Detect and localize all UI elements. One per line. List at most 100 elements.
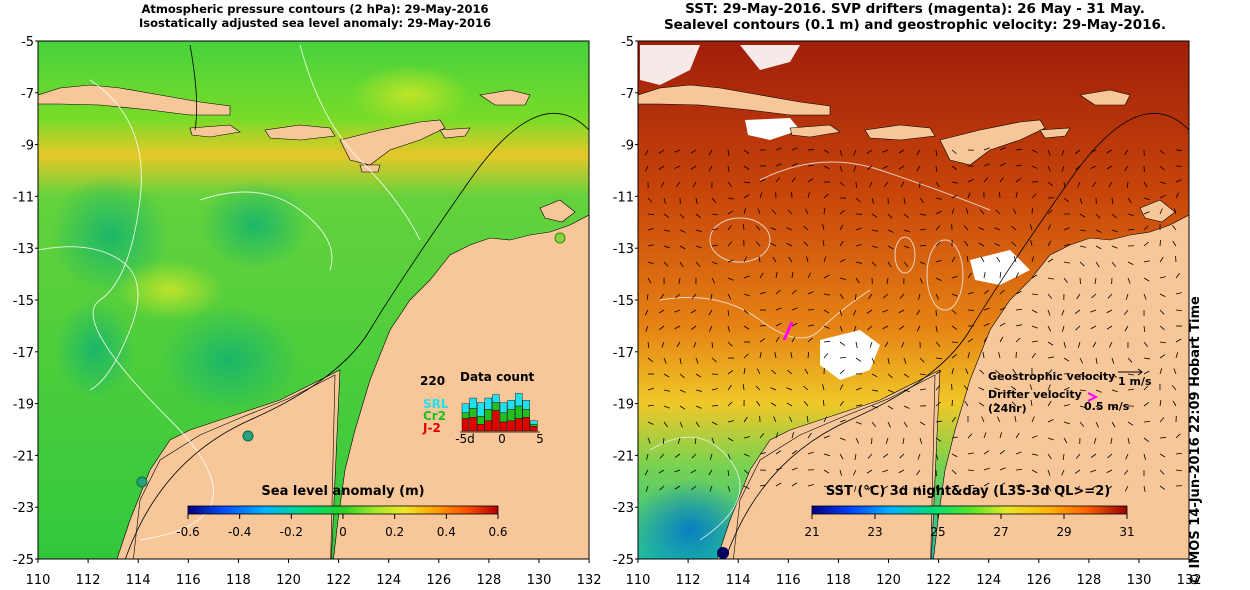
velocity-arrow bbox=[1077, 341, 1081, 348]
sst-colorbar-label: SST (°C) 3d night&day (L3S-3d QL>=2) bbox=[826, 484, 1110, 499]
velocity-arrow bbox=[1175, 433, 1181, 439]
velocity-arrow bbox=[1047, 149, 1051, 156]
velocity-arrow bbox=[919, 277, 923, 284]
data-count-bar-segment bbox=[469, 397, 477, 409]
velocity-arrow bbox=[775, 163, 782, 167]
velocity-arrow bbox=[882, 325, 889, 330]
velocity-arrow bbox=[1079, 373, 1086, 377]
velocity-arrow bbox=[963, 385, 969, 391]
data-count-bar-segment bbox=[477, 416, 485, 425]
velocity-arrow bbox=[1047, 240, 1052, 247]
velocity-arrow bbox=[823, 435, 830, 439]
velocity-arrow bbox=[775, 322, 782, 327]
pressure-contours bbox=[38, 44, 421, 541]
velocity-arrow bbox=[759, 352, 762, 359]
velocity-arrow bbox=[916, 469, 921, 476]
velocity-arrow bbox=[1015, 324, 1022, 327]
velocity-arrow bbox=[883, 181, 889, 187]
data-count-bar-segment bbox=[507, 400, 515, 410]
velocity-arrow bbox=[807, 432, 812, 439]
velocity-arrow bbox=[871, 261, 877, 267]
velocity-arrow bbox=[674, 453, 681, 458]
data-count-bar-segment bbox=[461, 418, 470, 432]
velocity-arrow bbox=[1047, 341, 1054, 346]
velocity-arrow bbox=[839, 181, 845, 187]
velocity-arrow bbox=[711, 213, 718, 216]
velocity-arrow bbox=[806, 256, 809, 263]
left-x-tick-label: 122 bbox=[326, 573, 351, 588]
data-count-bar-segment bbox=[515, 405, 523, 419]
velocity-arrow bbox=[978, 387, 985, 391]
velocity-arrow bbox=[1175, 338, 1182, 343]
velocity-arrow bbox=[1095, 229, 1102, 233]
velocity-arrow bbox=[791, 147, 798, 151]
sst-colorbar-tick-label: 27 bbox=[993, 525, 1008, 539]
data-count-bar-segment bbox=[522, 400, 530, 410]
velocity-arrow bbox=[775, 177, 781, 183]
sst-colorbar-tick-label: 23 bbox=[867, 525, 882, 539]
velocity-arrow bbox=[786, 402, 793, 407]
velocity-arrow bbox=[1159, 325, 1165, 331]
velocity-arrow bbox=[871, 405, 878, 409]
velocity-arrow bbox=[690, 469, 697, 474]
velocity-arrow bbox=[935, 385, 941, 391]
left-x-tick-label: 126 bbox=[426, 573, 451, 588]
velocity-arrow bbox=[1031, 352, 1036, 359]
velocity-arrow bbox=[1093, 437, 1097, 444]
velocity-arrow bbox=[679, 357, 682, 364]
velocity-arrow bbox=[882, 485, 889, 490]
sla-colorbar-tick-label: -0.2 bbox=[280, 525, 303, 539]
velocity-arrow bbox=[1095, 373, 1101, 379]
velocity-arrow bbox=[647, 437, 651, 444]
velocity-arrow bbox=[743, 368, 746, 375]
left-x-tick-label: 110 bbox=[26, 573, 51, 588]
velocity-arrow bbox=[711, 197, 717, 203]
velocity-arrow bbox=[1125, 293, 1129, 300]
data-count-bar-segment bbox=[492, 394, 500, 403]
velocity-arrow bbox=[1047, 277, 1054, 280]
velocity-arrow bbox=[727, 181, 733, 187]
data-count-bar-segment bbox=[492, 402, 500, 411]
velocity-arrow bbox=[1143, 241, 1149, 247]
velocity-arrow bbox=[1123, 469, 1129, 475]
velocity-arrow bbox=[775, 450, 782, 455]
velocity-arrow bbox=[742, 384, 745, 391]
velocity-arrow bbox=[647, 421, 654, 425]
velocity-arrow bbox=[1095, 357, 1098, 364]
velocity-arrow bbox=[1029, 224, 1033, 231]
sla-colorbar-tick-label: 0.2 bbox=[385, 525, 404, 539]
velocity-arrow bbox=[1159, 293, 1166, 297]
velocity-arrow bbox=[951, 399, 953, 407]
velocity-arrow bbox=[1047, 469, 1051, 476]
velocity-arrow bbox=[1031, 485, 1038, 489]
velocity-arrow bbox=[661, 341, 665, 348]
velocity-arrow bbox=[807, 337, 813, 343]
velocity-arrow bbox=[1029, 384, 1033, 391]
velocity-arrow bbox=[1015, 148, 1022, 151]
velocity-arrow bbox=[981, 416, 985, 423]
velocity-arrow bbox=[1095, 245, 1102, 250]
velocity-arrow bbox=[855, 244, 862, 247]
velocity-arrow bbox=[727, 325, 730, 332]
velocity-arrow bbox=[951, 368, 954, 375]
left-y-tick-label: -17 bbox=[13, 346, 34, 361]
velocity-arrow bbox=[1127, 388, 1134, 391]
velocity-arrow bbox=[978, 402, 985, 407]
velocity-arrow bbox=[771, 209, 777, 215]
velocity-arrow bbox=[659, 325, 665, 331]
velocity-arrow bbox=[1031, 293, 1039, 296]
velocity-arrow bbox=[775, 147, 782, 151]
drifter-scale-label: 0.5 m/s bbox=[1084, 400, 1130, 413]
velocity-arrow bbox=[935, 197, 942, 200]
velocity-arrow bbox=[965, 368, 969, 375]
velocity-arrow bbox=[919, 245, 927, 247]
velocity-arrow bbox=[979, 209, 985, 215]
velocity-arrow bbox=[1092, 341, 1097, 348]
velocity-arrow bbox=[807, 484, 814, 487]
velocity-arrow bbox=[822, 224, 825, 231]
velocity-arrow bbox=[867, 453, 873, 459]
velocity-arrow bbox=[674, 309, 681, 313]
velocity-arrow bbox=[759, 291, 766, 295]
right-y-tick-label: -7 bbox=[621, 87, 634, 102]
velocity-arrow bbox=[791, 176, 796, 183]
